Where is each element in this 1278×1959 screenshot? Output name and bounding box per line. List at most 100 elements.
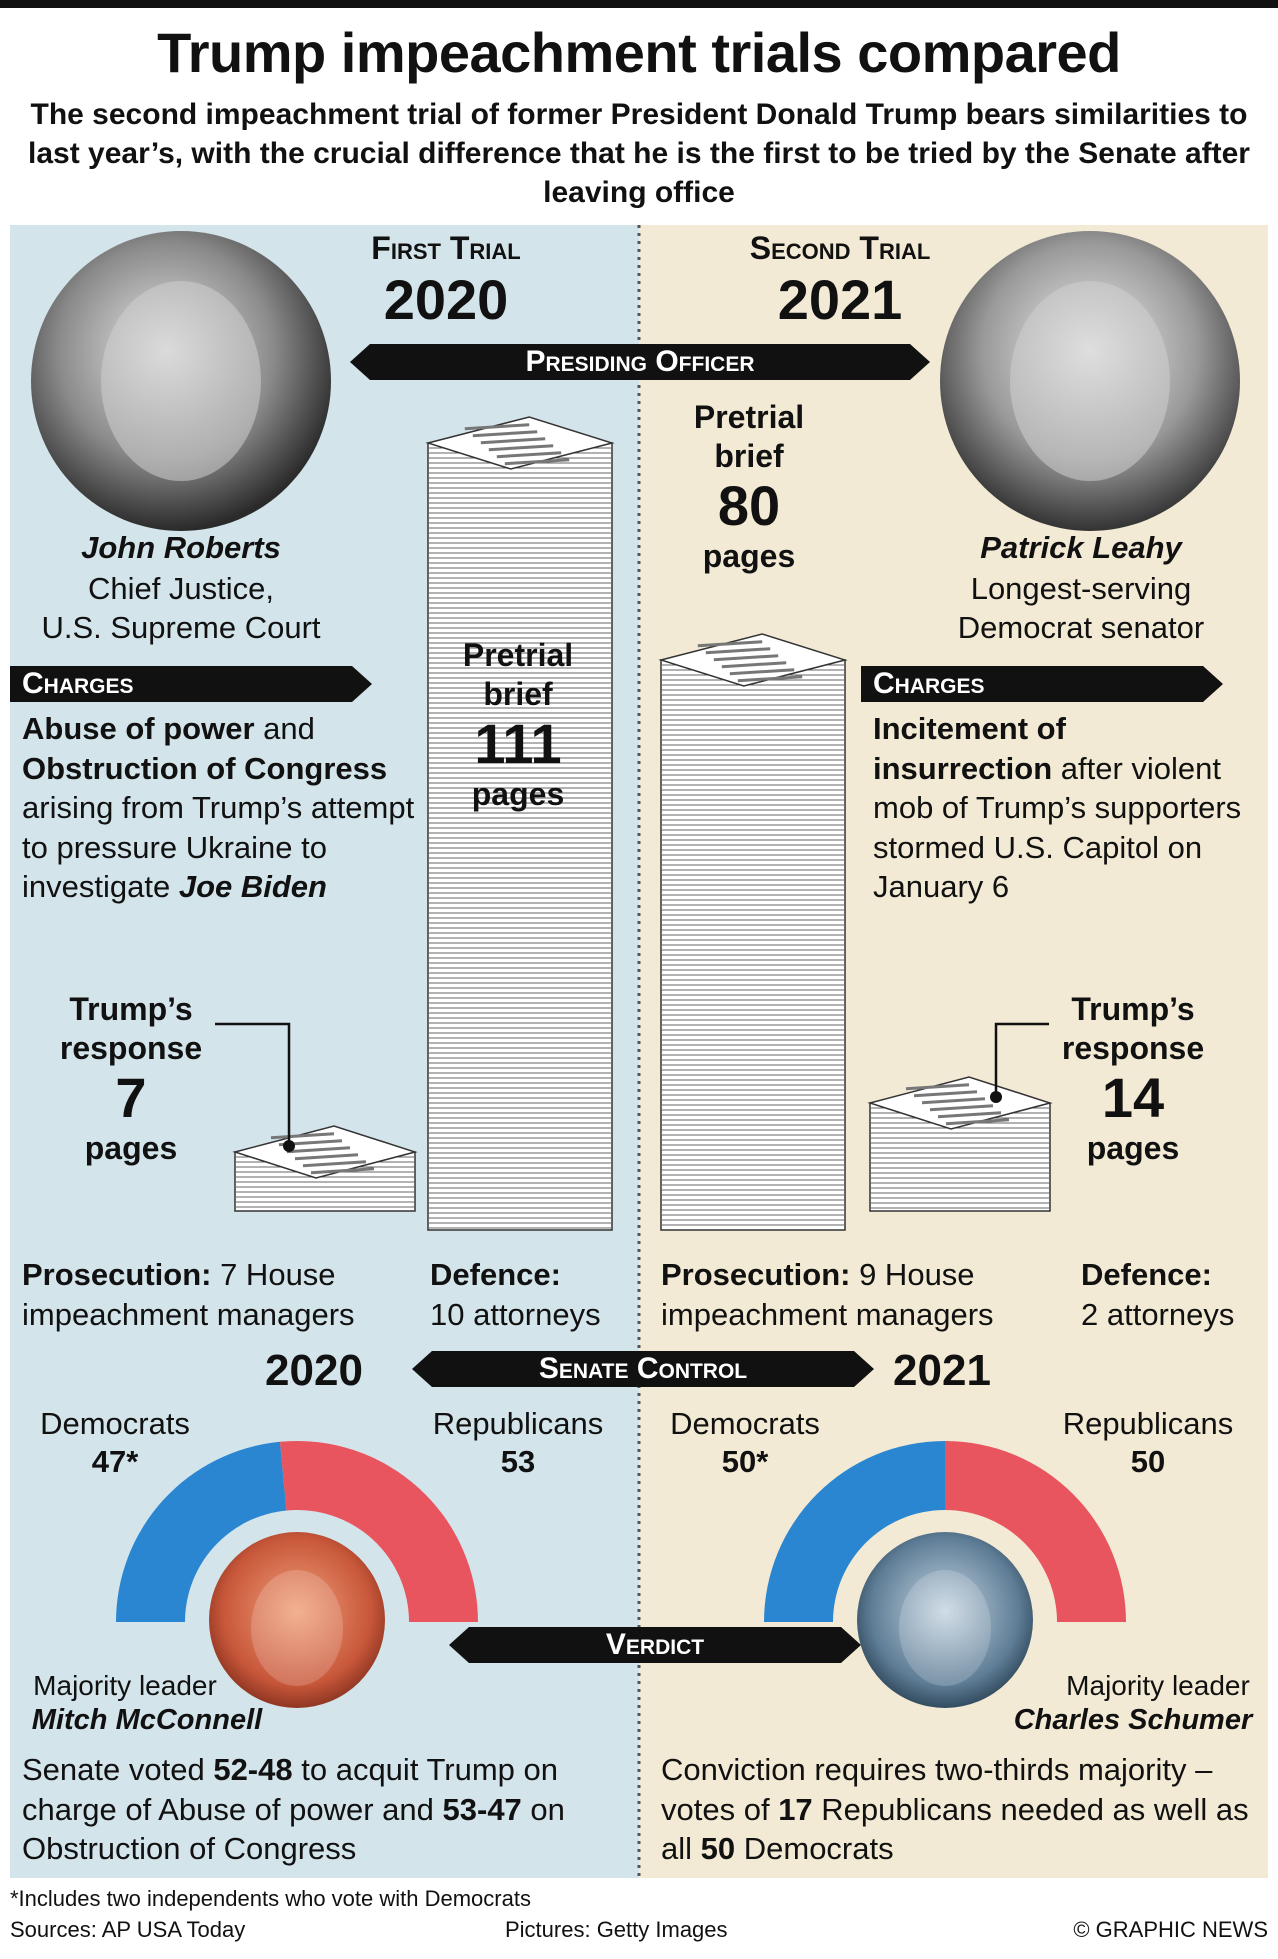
presiding-banner: Presiding Officer [525, 345, 755, 378]
verdict-text: Senate voted 52-48 to acquit Trump on ch… [22, 1750, 622, 1869]
sheet-text [737, 675, 803, 683]
senate-arc [279, 1441, 479, 1622]
sheet-text [929, 1104, 994, 1112]
verdict-text-run: 52-48 [213, 1752, 293, 1787]
top-rule [0, 0, 1278, 8]
verdict-text-run: 50 [700, 1831, 736, 1866]
leader-role: Majority leader [33, 1670, 217, 1701]
prosecution: Prosecution: 7 House impeachment manager… [22, 1255, 432, 1334]
response-label: Trump’s response [59, 991, 203, 1066]
footnote: *Includes two independents who vote with… [10, 1886, 531, 1911]
sheet-text [937, 1111, 1002, 1119]
party-name: Democrats [670, 1406, 820, 1441]
pretrial-label: Pretrial brief [462, 637, 574, 712]
pretrial-pages: 111 [474, 712, 562, 775]
party-name: Democrats [40, 1406, 190, 1441]
charges-banner-shape [10, 666, 372, 702]
paper-stack [425, 416, 615, 1231]
officer-role: U.S. Supreme Court [41, 610, 321, 645]
defence-run: 10 attorneys [430, 1296, 601, 1332]
prosecution-run: Prosecution: [22, 1257, 212, 1292]
charges-text-run: Incitement of insurrection [873, 711, 1066, 786]
senate-arc [116, 1441, 287, 1622]
senate-arc [764, 1441, 945, 1622]
verdict-text-run: 53-47 [442, 1791, 522, 1827]
prosecution-run: 7 House impeachment managers [22, 1257, 355, 1332]
sheet-text [721, 661, 787, 669]
sheet-text [697, 640, 763, 648]
sheet-text [480, 437, 546, 445]
leader-name: Mitch McConnell [31, 1704, 263, 1736]
response-pages: 7 [115, 1066, 147, 1129]
sheet-text [488, 444, 554, 452]
charges-banner: Charges [22, 667, 134, 700]
senate-year: 2020 [265, 1346, 363, 1395]
senate-banner: Senate Control [538, 1352, 748, 1385]
response-unit: pages [84, 1130, 178, 1166]
prosecution: Prosecution: 9 House impeachment manager… [661, 1255, 1071, 1334]
charges-text-run: Joe Biden [178, 869, 327, 904]
leader-line [215, 1022, 291, 1146]
leader-line [994, 1022, 1049, 1097]
leader-portrait [209, 1532, 385, 1708]
senate-arc [945, 1441, 1126, 1622]
verdict-banner-shape [449, 1627, 861, 1663]
verdict-text-run: 17 [778, 1791, 813, 1827]
party-name: Republicans [432, 1406, 604, 1441]
officer-role: Democrat senator [957, 610, 1205, 645]
verdict-text-run: to acquit Trump on charge of Abuse of po… [22, 1752, 558, 1827]
sources: Sources: AP USA Today [10, 1917, 246, 1942]
party-name: Republicans [1062, 1406, 1234, 1441]
defence: Defence: 2 attorneys [1081, 1255, 1278, 1334]
verdict-text-run: Republicans needed as well as all [661, 1791, 1249, 1867]
sheet-text [286, 1146, 351, 1154]
sheet-text [496, 451, 562, 459]
presiding-banner-shape [350, 344, 930, 380]
sheet-text [913, 1090, 978, 1098]
prosecution-run: 9 House impeachment managers [661, 1257, 994, 1332]
sheet-text [713, 654, 779, 662]
response-label: Trump’s response [1061, 991, 1205, 1066]
trial-year: 2021 [777, 268, 903, 331]
verdict-text-run: Senate voted [22, 1752, 214, 1787]
leader-portrait [857, 1532, 1033, 1708]
sheet-text [270, 1132, 335, 1140]
sheet-text [464, 423, 530, 431]
title: Trump impeachment trials compared [157, 21, 1121, 84]
verdict-text-run: Conviction requires two-thirds majority … [661, 1752, 1213, 1827]
sheet-text [921, 1097, 986, 1105]
defence-run: 2 attorneys [1081, 1296, 1235, 1332]
sheet-text [905, 1083, 970, 1091]
response-pages: 14 [1101, 1066, 1165, 1129]
senate-banner-shape [412, 1351, 874, 1387]
sheet-text [729, 668, 795, 676]
charges-text-run: Obstruction of Congress [22, 750, 388, 786]
verdict-text: Conviction requires two-thirds majority … [661, 1750, 1261, 1869]
sheet-text [472, 430, 538, 438]
charges-text-run: arising from Trump’s attempt to pressure… [22, 790, 415, 904]
leader-name: Charles Schumer [1013, 1704, 1253, 1736]
charges-text-run: Abuse of power [22, 711, 255, 746]
prosecution-run: Prosecution: [661, 1257, 851, 1292]
leader-role: Majority leader [1066, 1670, 1250, 1701]
party-seats: 53 [500, 1444, 536, 1479]
charges-text-run: and [254, 711, 315, 746]
portrait-face [101, 281, 261, 481]
charges-banner-shape [861, 666, 1223, 702]
pretrial-label: Pretrial brief [693, 399, 805, 474]
sheet-text [945, 1118, 1010, 1126]
defence-run: Defence: [430, 1257, 561, 1292]
leader-dot [990, 1091, 1002, 1103]
officer-role: Longest-serving [970, 571, 1192, 606]
party-seats: 50 [1130, 1444, 1166, 1479]
pictures: Pictures: Getty Images [505, 1917, 728, 1942]
sheet-text [504, 458, 570, 466]
senate-year: 2021 [893, 1346, 991, 1395]
party-seats: 50* [721, 1444, 769, 1479]
response-unit: pages [1086, 1130, 1180, 1166]
sheet-text [705, 647, 771, 655]
charges-text-run: after violent mob of Trump’s supporters … [873, 750, 1242, 905]
sheet-text [294, 1153, 359, 1161]
